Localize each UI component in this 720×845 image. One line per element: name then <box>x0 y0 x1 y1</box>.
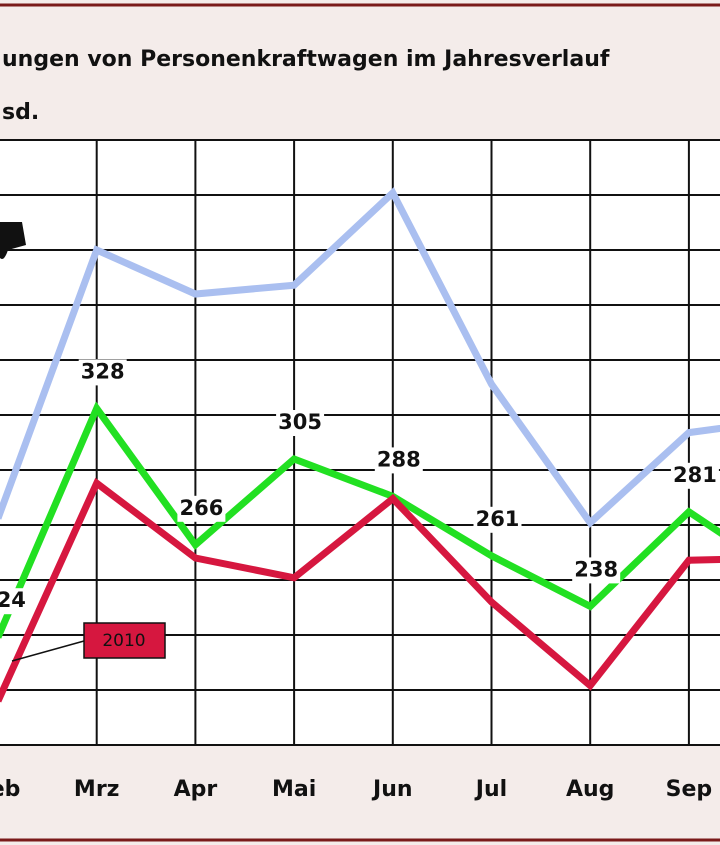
value-label: 328 <box>81 359 125 383</box>
series-line <box>0 187 720 529</box>
x-tick-label: Feb <box>0 777 20 802</box>
legend-box <box>83 622 166 659</box>
value-label: 238 <box>574 557 618 581</box>
value-label: 281 <box>673 463 717 487</box>
legend-leader <box>11 640 85 662</box>
value-label: 266 <box>179 496 223 520</box>
value-label-bg <box>276 410 325 436</box>
value-label: 224 <box>0 588 26 612</box>
value-label-bg <box>0 588 28 615</box>
chart-title: ungen von Personenkraftwagen im Jahresve… <box>2 47 610 72</box>
x-tick-label: Mrz <box>74 777 120 802</box>
x-tick-label: Aug <box>566 777 614 802</box>
value-label-bg <box>177 495 226 522</box>
value-label-bg <box>78 359 127 386</box>
x-tick-label: Mai <box>272 777 316 802</box>
chart-subtitle: sd. <box>2 100 39 125</box>
value-label-bg <box>374 447 423 474</box>
value-label-bg <box>670 462 719 489</box>
x-tick-label: Apr <box>174 777 218 802</box>
legend-label: 2010 <box>102 631 145 651</box>
value-label-bg <box>572 557 621 584</box>
value-label: 305 <box>278 410 322 434</box>
x-tick-label: Jul <box>474 777 507 802</box>
series-line <box>0 477 720 703</box>
value-label: 261 <box>476 507 520 531</box>
x-tick-label: Sep <box>666 777 713 802</box>
value-label: 288 <box>377 447 421 471</box>
x-tick-label: Jun <box>371 777 413 802</box>
value-label-bg <box>473 506 522 533</box>
